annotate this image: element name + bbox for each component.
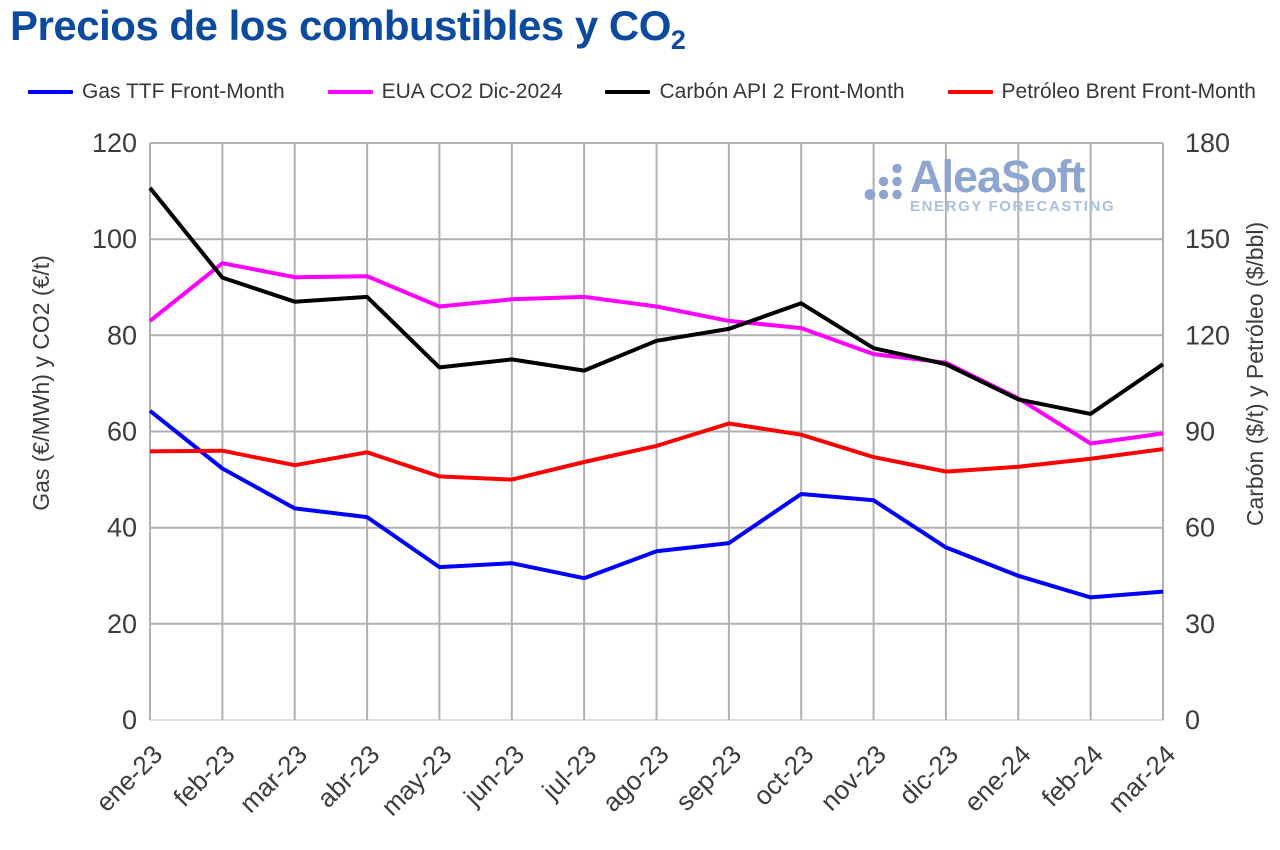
- logo-name: AleaSoft: [910, 151, 1086, 202]
- x-axis-tick-label: sep-23: [670, 739, 747, 816]
- left-axis-tick-label: 120: [92, 128, 137, 158]
- aleasoft-dots-icon: [864, 163, 902, 200]
- x-axis-tick-label: feb-23: [167, 739, 240, 812]
- legend-label: Carbón API 2 Front-Month: [659, 80, 905, 103]
- right-axis-tick-label: 90: [1185, 417, 1215, 447]
- chart-title-text: Precios de los combustibles y CO: [10, 2, 671, 49]
- aleasoft-logo-text: AleaSoft ENERGY FORECASTING: [910, 151, 1116, 215]
- chart-title: Precios de los combustibles y CO2: [10, 2, 686, 55]
- chart-legend: Gas TTF Front-Month EUA CO2 Dic-2024 Carbó…: [28, 78, 1256, 106]
- legend-key-line-icon: [947, 90, 993, 94]
- right-axis-tick-label: 180: [1185, 128, 1230, 158]
- right-axis-tick-label: 120: [1185, 320, 1230, 350]
- x-axis-tick-label: feb-24: [1035, 739, 1108, 812]
- left-axis-tick-label: 80: [107, 320, 137, 350]
- series-line-gas-ttf: [148, 409, 1164, 600]
- series-line-brent: [149, 421, 1164, 482]
- legend-label: Gas TTF Front-Month: [82, 80, 285, 103]
- x-axis-tick-label: may-23: [375, 739, 458, 822]
- legend-item-carbon-api2: Carbón API 2 Front-Month: [605, 80, 905, 104]
- left-axis-tick-label: 60: [107, 417, 137, 447]
- x-axis-tick-label: dic-23: [893, 739, 964, 810]
- x-axis-tick-label: mar-24: [1102, 739, 1181, 818]
- left-axis-tick-label: 100: [92, 224, 137, 254]
- logo-tagline: ENERGY FORECASTING: [910, 197, 1116, 215]
- right-axis-title: Carbón ($/t) y Petróleo ($/bbl): [1242, 222, 1268, 526]
- x-axis-tick-label: ago-23: [596, 739, 674, 817]
- chart-title-subscript: 2: [670, 25, 686, 55]
- right-axis-tick-label: 0: [1185, 705, 1200, 735]
- legend-item-brent: Petróleo Brent Front-Month: [947, 80, 1256, 104]
- x-axis-tick-label: jul-23: [535, 739, 602, 806]
- left-axis-tick-label: 0: [122, 705, 137, 735]
- aleasoft-logo: AleaSoft ENERGY FORECASTING: [864, 151, 1116, 215]
- x-axis-tick-label: ene-23: [90, 739, 168, 817]
- legend-item-eua-co2: EUA CO2 Dic-2024: [327, 80, 563, 104]
- right-axis-tick-label: 60: [1185, 513, 1215, 543]
- left-axis-tick-label: 20: [107, 609, 137, 639]
- x-axis-tick-label: jun-23: [457, 739, 530, 812]
- left-axis-title: Gas (€/MWh) y CO2 (€/t): [28, 255, 54, 511]
- right-axis-tick-label: 150: [1185, 224, 1230, 254]
- x-axis-tick-label: abr-23: [311, 739, 385, 813]
- x-axis-tick-label: oct-23: [747, 739, 819, 811]
- legend-key-line-icon: [28, 90, 73, 94]
- right-axis-tick-label: 30: [1185, 609, 1215, 639]
- legend-item-gas-ttf: Gas TTF Front-Month: [28, 80, 285, 104]
- series-line-carbon-api2: [148, 186, 1165, 416]
- x-axis-tick-label: mar-23: [233, 739, 312, 818]
- x-axis-tick-label: ene-24: [958, 739, 1036, 817]
- left-axis-tick-label: 40: [107, 513, 137, 543]
- legend-label: Petróleo Brent Front-Month: [1001, 80, 1256, 103]
- legend-key-line-icon: [327, 90, 373, 94]
- legend-label: EUA CO2 Dic-2024: [381, 80, 563, 103]
- legend-key-line-icon: [605, 90, 651, 94]
- x-axis-tick-label: nov-23: [814, 739, 891, 816]
